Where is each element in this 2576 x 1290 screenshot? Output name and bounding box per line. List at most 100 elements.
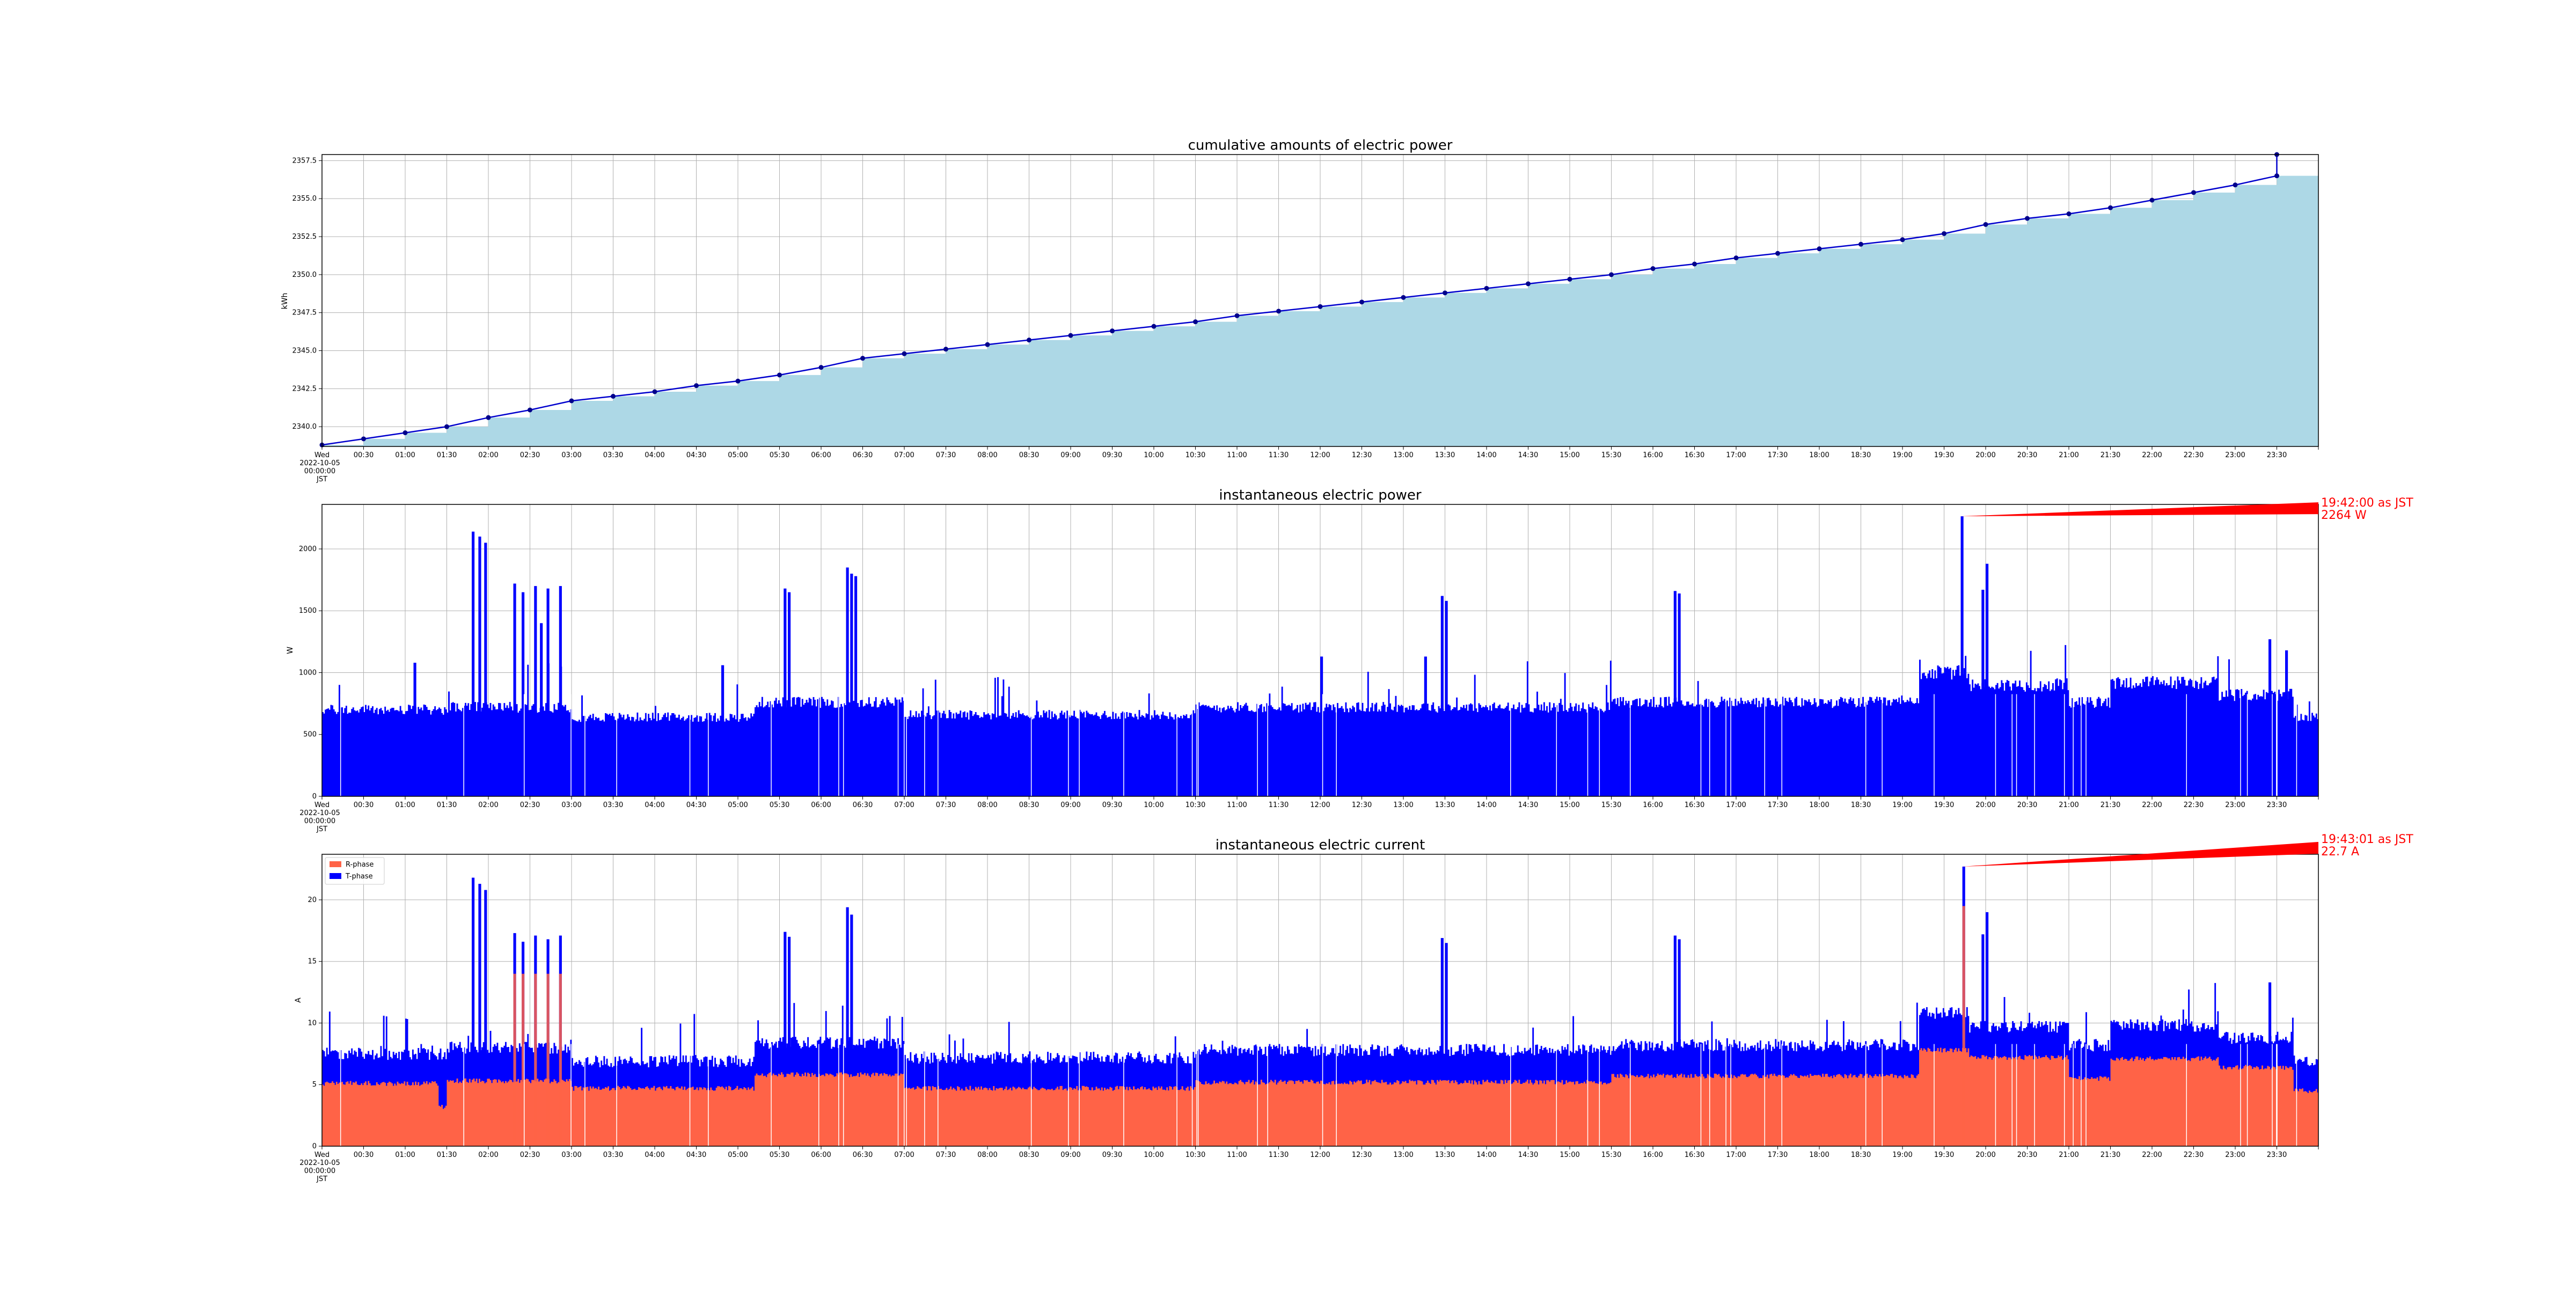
current-gap (1587, 1044, 1589, 1146)
current-gap (1196, 1044, 1197, 1146)
plot-area (322, 866, 2319, 1146)
x-tick-label-start: 00:00:00 (304, 817, 335, 825)
r-phase-spike (1962, 906, 1965, 1146)
cumulative-point (569, 398, 574, 404)
x-tick-label: 05:30 (770, 451, 789, 459)
x-tick-label: 02:00 (478, 801, 498, 809)
x-tick-label: 09:00 (1060, 451, 1080, 459)
power-spike (484, 543, 487, 796)
x-tick-label: 09:30 (1102, 451, 1122, 459)
current-gap (689, 1044, 691, 1146)
power-gap (2034, 694, 2035, 796)
power-gap (1176, 694, 1177, 796)
x-tick-label: 11:30 (1269, 451, 1289, 459)
x-tick-label: 20:00 (1975, 451, 1995, 459)
x-tick-label: 02:30 (520, 451, 540, 459)
x-tick-label-start: 00:00:00 (304, 467, 335, 475)
power-gap (2081, 694, 2082, 796)
x-tick-label: 22:00 (2142, 451, 2162, 459)
x-tick-label-start: 2022-10-05 (299, 459, 340, 467)
x-tick-label: 18:30 (1851, 801, 1871, 809)
x-tick-label: 04:30 (686, 1151, 706, 1159)
x-tick-label: 02:00 (478, 1151, 498, 1159)
annotation-arrow (1962, 841, 2318, 867)
power-spike (1960, 516, 1964, 796)
plot-area (322, 516, 2319, 796)
current-gap (1730, 1044, 1731, 1146)
x-tick-label: 17:00 (1726, 1151, 1746, 1159)
current-gap (1322, 1044, 1323, 1146)
x-tick-label: 07:30 (936, 1151, 956, 1159)
t-phase-spike (1678, 939, 1681, 1146)
power-spike (1320, 656, 1323, 796)
y-tick-label: 2355.0 (292, 195, 317, 203)
t-phase-spike (1986, 912, 1989, 1146)
y-tick-label: 1500 (299, 607, 317, 615)
x-tick-label: 05:00 (728, 451, 748, 459)
x-tick-label: 23:30 (2267, 1151, 2287, 1159)
x-tick-label-start: Wed (314, 1151, 330, 1159)
power-gap (1267, 694, 1268, 796)
x-tick-label: 02:30 (520, 1151, 540, 1159)
current-gap (570, 1044, 572, 1146)
x-axis-ticks: 00:30 01:00 01:30 02:00 02:30 03:00 03:30 04:00… (299, 796, 2319, 833)
y-axis-label: W (286, 647, 295, 654)
cumulative-point (361, 436, 366, 442)
current-gap (1510, 1044, 1511, 1146)
x-tick-label: 08:00 (977, 801, 997, 809)
power-spike (788, 592, 791, 796)
current-gap (463, 1044, 464, 1146)
x-tick-label: 06:30 (853, 451, 873, 459)
x-tick-label: 08:00 (977, 1151, 997, 1159)
cumulative-point (444, 424, 449, 429)
x-tick-label: 17:00 (1726, 801, 1746, 809)
power-spike (478, 536, 481, 796)
power-spike (2285, 650, 2288, 796)
current-gap (1781, 1044, 1782, 1146)
t-phase-spike (472, 877, 475, 1146)
x-tick-label: 15:00 (1560, 1151, 1579, 1159)
current-gap (937, 1044, 939, 1146)
power-gap (2246, 694, 2248, 796)
power-gap (1725, 694, 1726, 796)
cumulative-point (1401, 295, 1406, 300)
x-tick-label: 08:00 (977, 451, 997, 459)
power-spike (850, 574, 853, 796)
current-gap (2186, 1044, 2187, 1146)
x-tick-label: 20:30 (2017, 451, 2037, 459)
x-tick-label: 15:00 (1560, 451, 1579, 459)
power-gap (1123, 694, 1124, 796)
y-tick-label: 0 (312, 793, 317, 801)
power-gap (1764, 694, 1766, 796)
power-gap (897, 694, 899, 796)
x-tick-label: 14:30 (1518, 1151, 1538, 1159)
r-phase-spike (534, 973, 537, 1146)
power-gap (1191, 694, 1193, 796)
x-tick-label: 12:30 (1352, 1151, 1372, 1159)
power-gap (1781, 694, 1782, 796)
current-gap (2011, 1044, 2012, 1146)
power-gap (838, 694, 839, 796)
power-gap (463, 694, 464, 796)
cumulative-point (402, 430, 408, 435)
cumulative-point (528, 407, 532, 413)
power-spike (413, 663, 416, 796)
current-gap (1556, 1044, 1557, 1146)
current-gap (818, 1044, 819, 1146)
x-tick-label: 00:30 (354, 451, 374, 459)
x-tick-label: 07:30 (936, 801, 956, 809)
current-gap (1995, 1044, 1996, 1146)
cumulative-point (860, 356, 865, 361)
y-tick-label: 2345.0 (292, 347, 317, 355)
x-tick-label: 04:30 (686, 801, 706, 809)
x-tick-label: 10:30 (1185, 1151, 1205, 1159)
power-gap (570, 694, 572, 796)
x-tick-label: 16:00 (1643, 801, 1663, 809)
current-gap (523, 1044, 525, 1146)
current-gap (1709, 1044, 1710, 1146)
power-gap (523, 694, 525, 796)
power-spike (534, 586, 537, 796)
x-tick-label: 17:00 (1726, 451, 1746, 459)
x-tick-label: 03:00 (561, 451, 581, 459)
cumulative-point (1484, 285, 1489, 291)
